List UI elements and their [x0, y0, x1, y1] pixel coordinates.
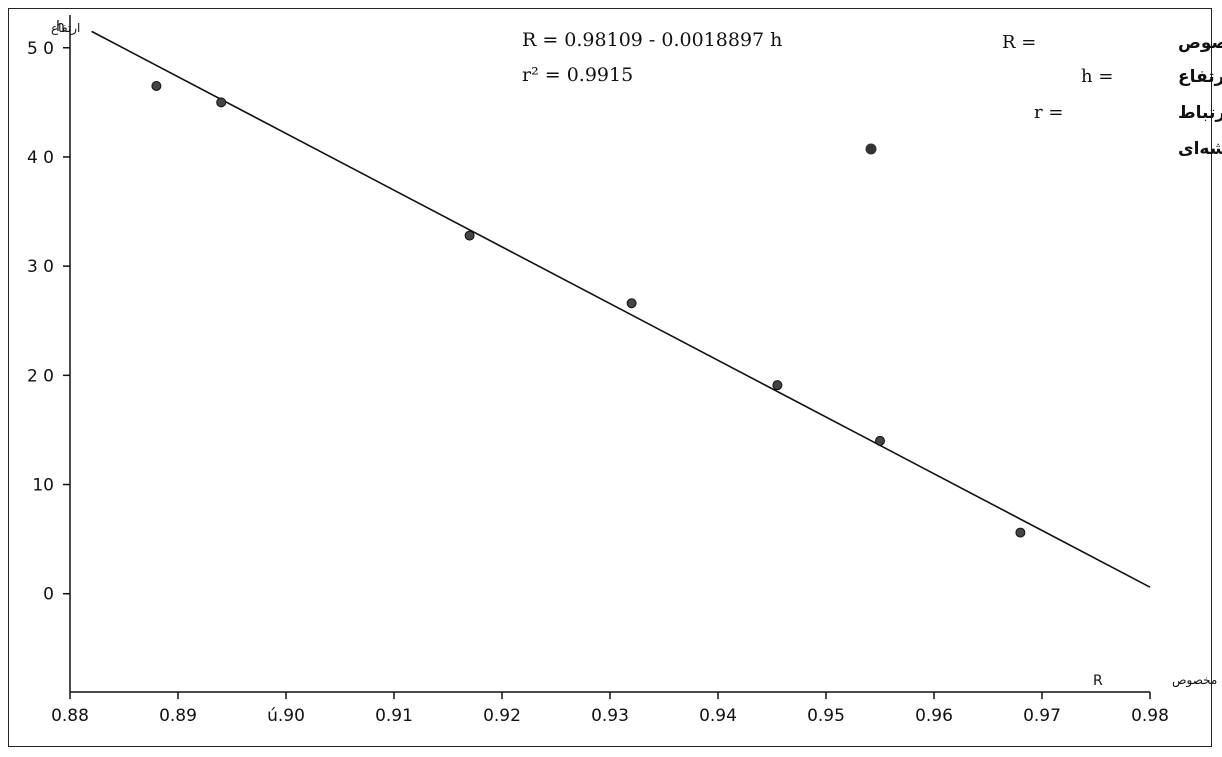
- data-point: [626, 298, 637, 309]
- y-tick-label: 5 0: [27, 39, 54, 59]
- data-point: [772, 380, 783, 391]
- y-tick-label: 2 0: [27, 366, 54, 386]
- y-ticks: 0 10 2 0 3 0 4 0 5 0: [27, 39, 70, 605]
- x-tick-label: 0.96: [915, 706, 953, 726]
- legend-correlation-symbol: r =: [1034, 102, 1063, 123]
- x-tick-label: 0.88: [51, 706, 89, 726]
- legend: جرم مخصوص R = ارتفاع h = ضریب ارتباط r =…: [865, 32, 1222, 159]
- chart-frame: [8, 8, 1212, 747]
- x-tick-label: 0.94: [699, 706, 737, 726]
- regression-line: [91, 30, 1151, 588]
- data-points: [151, 80, 1026, 538]
- regression-line-group: [91, 30, 1151, 588]
- legend-correlation-label: ضریب ارتباط: [1178, 103, 1222, 123]
- data-point: [151, 80, 162, 91]
- data-point: [875, 435, 885, 446]
- regression-equation: R = 0.98109 - 0.0018897 h: [522, 29, 782, 51]
- x-tick-label: 0.97: [1023, 706, 1061, 726]
- data-point: [216, 97, 227, 108]
- x-axis-symbol: R: [1093, 673, 1103, 689]
- y-axis-title: ارتفاع: [51, 21, 80, 36]
- legend-glass-balls-marker: [865, 143, 877, 155]
- x-tick-label: 0.93: [591, 706, 629, 726]
- x-tick-label: ú.90: [267, 706, 305, 726]
- x-tick-label: 0.91: [375, 706, 413, 726]
- y-tick-label: 3 0: [27, 257, 54, 277]
- axes: [69, 15, 1150, 693]
- legend-height-label: ارتفاع: [1178, 67, 1222, 87]
- y-axis-symbol: h: [56, 19, 65, 35]
- legend-glass-balls-label: محل قرار گرفتن گلوله‌های شیشه‌ای: [1178, 138, 1222, 159]
- x-tick-label: 0.89: [159, 706, 197, 726]
- x-axis-title: جرم مخصوص: [1172, 673, 1222, 688]
- x-tick-label: 0.95: [807, 706, 845, 726]
- x-tick-label: 0.98: [1131, 706, 1169, 726]
- r-squared: r² = 0.9915: [522, 64, 633, 86]
- x-tick-label: 0.92: [483, 706, 521, 726]
- x-ticks: 0.88 0.89 ú.90 0.91 0.92 0.93 0.94 0.95 0.96 0.97…: [51, 692, 1169, 726]
- legend-density-symbol: R =: [1002, 32, 1036, 53]
- y-tick-label: 10: [32, 476, 54, 496]
- y-tick-label: 4 0: [27, 148, 54, 168]
- data-point: [1015, 527, 1026, 538]
- y-tick-label: 0: [43, 585, 54, 605]
- data-point: [464, 230, 475, 241]
- legend-height-symbol: h =: [1081, 66, 1113, 87]
- legend-density-label: جرم مخصوص: [1178, 33, 1222, 53]
